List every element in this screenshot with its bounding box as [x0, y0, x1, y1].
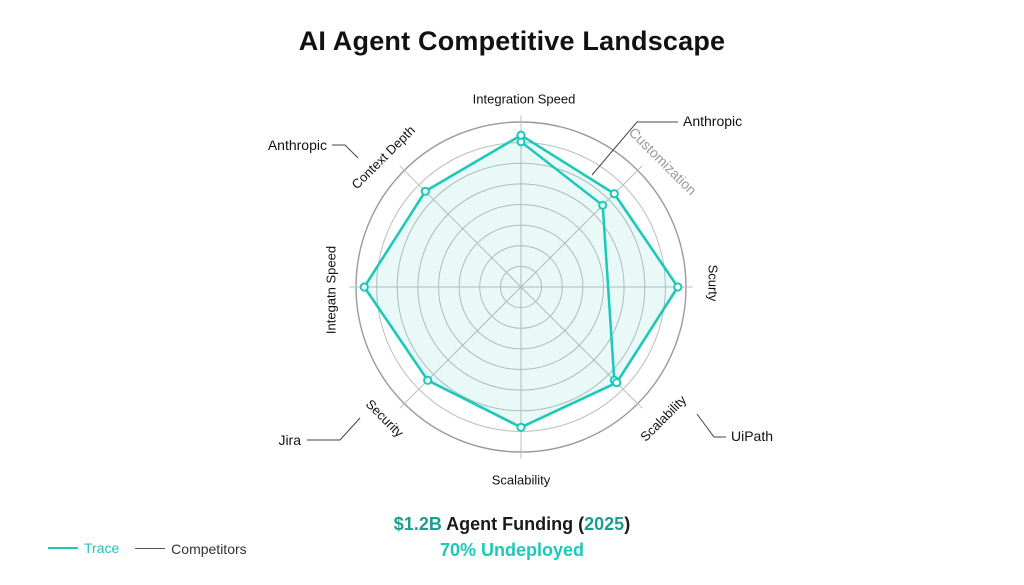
axis-label: Scurty [706, 265, 721, 302]
callout-line-jira [307, 417, 361, 441]
funding-close: ) [624, 514, 631, 534]
callout-line-anthropic-left [332, 144, 359, 159]
callout-anthropic-left: Anthropic [268, 137, 327, 153]
trace-point [516, 130, 526, 140]
funding-year: 2025 [584, 514, 625, 534]
legend-swatch-trace [48, 547, 78, 549]
legend-label-competitors: Competitors [171, 540, 247, 557]
funding-amount: $1.2B [393, 514, 442, 534]
callout-uipath: UiPath [731, 428, 773, 444]
radar-grid [349, 115, 693, 459]
trace-point [609, 189, 619, 199]
callout-jira: Jira [278, 432, 301, 448]
trace-point [516, 422, 526, 432]
axis-label: Integration Speed [473, 91, 576, 106]
callout-line-uipath [696, 413, 726, 438]
callouts: Anthropic Anthropic Jira UiPath [268, 113, 773, 448]
grid-spoke [520, 165, 643, 288]
axis-label: Context Depth [349, 123, 418, 192]
trace-point [673, 282, 683, 292]
axis-label: Scalability [637, 392, 689, 444]
trace-point [359, 282, 369, 292]
legend-label-trace: Trace [84, 540, 120, 556]
funding-undeployed: 70% Undeployed [439, 540, 585, 560]
trace-point [612, 378, 622, 388]
funding-label: Agent Funding ( [441, 514, 585, 534]
axis-label: Customization [626, 124, 700, 198]
axis-label: Security [363, 396, 407, 440]
grid-spoke [520, 286, 643, 409]
callout-anthropic-right: Anthropic [683, 113, 742, 129]
series-trace-area [362, 133, 680, 429]
legend: Trace Competitors [48, 536, 259, 557]
grid-spoke [399, 165, 522, 288]
competitors-point [598, 200, 608, 210]
funding-headline: $1.2B Agent Funding (2025) [0, 514, 1024, 535]
axis-label: Scalability [492, 472, 551, 487]
legend-item-trace[interactable]: Trace [48, 540, 119, 556]
grid-spoke [399, 286, 522, 409]
axis-label: Integatn Speed [323, 246, 338, 334]
legend-item-competitors[interactable]: Competitors [135, 540, 247, 557]
chart-title: AI Agent Competitive Landscape [298, 26, 726, 56]
legend-swatch-competitors [135, 548, 166, 549]
trace-point [423, 375, 433, 385]
callout-line-anthropic-right [591, 121, 678, 176]
trace-point [420, 186, 430, 196]
radar-series [359, 130, 683, 432]
